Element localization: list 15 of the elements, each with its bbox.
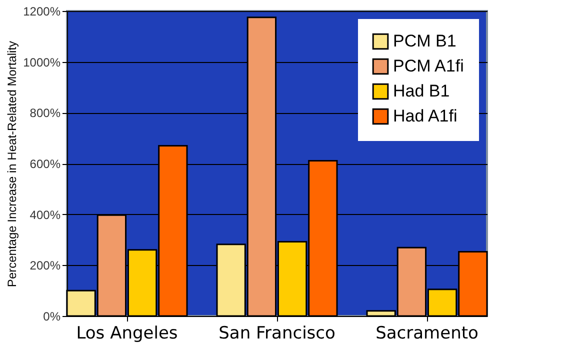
y-tick-label: 400% bbox=[30, 208, 61, 222]
x-tick-label: San Francisco bbox=[218, 324, 336, 344]
y-tick-label: 0% bbox=[43, 310, 61, 324]
y-tick-label: 600% bbox=[30, 157, 61, 171]
legend-label: PCM B1 bbox=[393, 32, 456, 50]
x-tick-label: Sacramento bbox=[376, 324, 478, 344]
y-tick-label: 1000% bbox=[23, 55, 61, 70]
legend-label: Had A1fi bbox=[393, 106, 458, 126]
y-tick-label: 800% bbox=[30, 106, 61, 120]
y-axis-title: Percentage Increase in Heat-Related Mortality bbox=[5, 40, 20, 288]
y-tick-label: 200% bbox=[30, 258, 61, 273]
legend-label: PCM A1fi bbox=[393, 56, 464, 76]
legend-label: Had B1 bbox=[393, 82, 450, 100]
x-tick-label: Los Angeles bbox=[76, 324, 178, 344]
y-tick-label: 1200% bbox=[23, 4, 61, 18]
